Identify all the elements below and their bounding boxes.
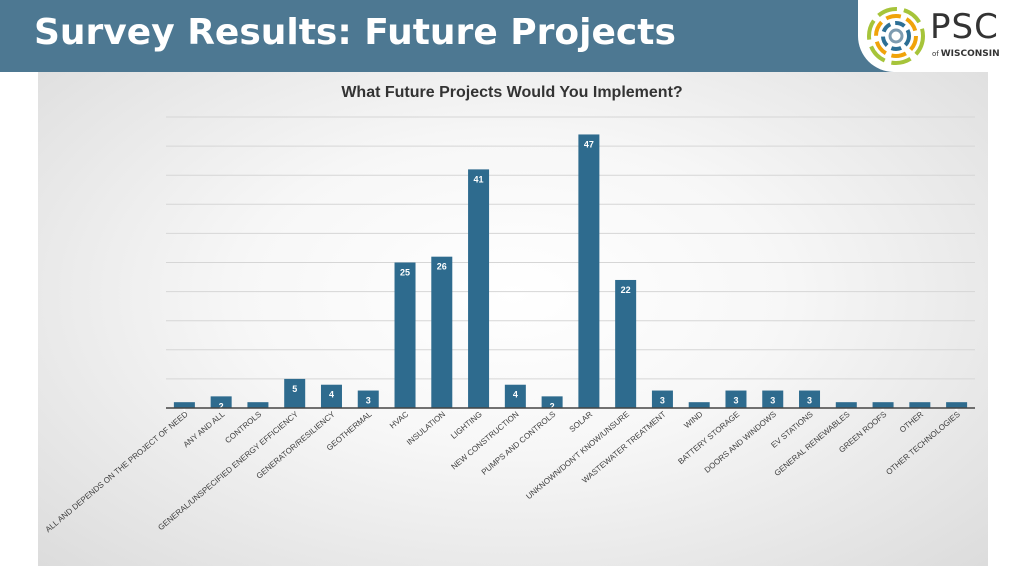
bar [173,402,195,408]
category-label: WIND [682,409,704,430]
category-label: DOORS AND WINDOWS [703,410,778,475]
data-label: 2 [550,401,555,411]
category-label: NEW CONSTRUCTION [449,409,520,471]
data-label: 1 [881,407,886,417]
bar [946,402,968,408]
data-label: 4 [513,390,518,400]
bar [615,279,637,408]
bar [357,390,379,408]
bar [247,402,269,408]
bar [541,396,563,408]
bar [909,402,931,408]
psc-logo-icon [867,7,925,65]
category-label: OTHER [898,409,925,434]
category-label: SOLAR [568,409,595,433]
data-label: 3 [366,396,371,406]
slide-title: Survey Results: Future Projects [34,12,676,53]
bar [688,402,710,408]
logo-sub-name: WISCONSIN [940,49,1000,59]
data-label: 1 [182,407,187,417]
data-label: 1 [844,407,849,417]
bar [284,378,306,408]
bar [431,256,453,408]
bar [468,169,490,408]
data-label: 3 [807,396,812,406]
logo-subtitle: of WISCONSIN [932,49,1000,59]
data-label: 26 [437,262,447,272]
bar [210,396,232,408]
category-label: HVAC [388,409,411,430]
data-label: 41 [474,174,484,184]
data-label: 47 [584,139,594,149]
category-label: INSULATION [405,409,447,447]
bar [504,384,526,408]
data-label: 2 [219,401,224,411]
bar [762,390,784,408]
data-label: 5 [292,384,297,394]
data-label: 3 [660,396,665,406]
category-label: PUMPS AND CONTROLS [480,410,558,477]
bar [872,402,894,408]
bar [651,390,673,408]
header-bar [0,0,1024,72]
category-label: GENERAL/UNSPECIFIED ENERGY EFFICIENCY [156,409,300,532]
bar [725,390,747,408]
data-label: 25 [400,268,410,278]
bar [320,384,342,408]
bar [835,402,857,408]
category-label: BATTERY STORAGE [676,410,741,467]
logo-name: PSC [930,7,999,47]
data-label: 1 [954,407,959,417]
data-label: 4 [329,390,334,400]
category-label: GENERAL RENEWABLES [773,410,852,478]
data-label: 3 [770,396,775,406]
logo-sub-prefix: of [932,50,939,58]
data-label: 3 [733,396,738,406]
data-label: 22 [621,285,631,295]
category-label: OTHER TECHNOLOGIES [884,410,962,477]
chart-title: What Future Projects Would You Implement… [341,84,683,101]
bar [578,134,600,408]
category-label: LIGHTING [449,410,484,441]
bar [799,390,821,408]
chart-panel [38,72,988,566]
data-label: 1 [917,407,922,417]
bar [394,262,416,408]
